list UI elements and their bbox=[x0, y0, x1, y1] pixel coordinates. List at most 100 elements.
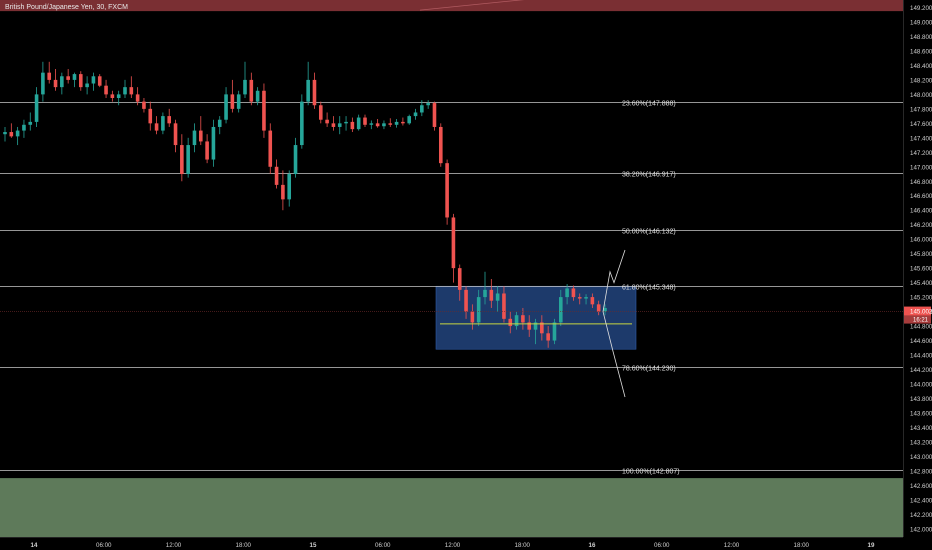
candle-body bbox=[565, 288, 569, 298]
price-tick-label: 149.000 bbox=[910, 19, 932, 26]
candle-body bbox=[72, 74, 77, 80]
price-tick-label: 146.600 bbox=[910, 193, 932, 200]
candle-body bbox=[186, 145, 190, 175]
candle-body bbox=[426, 103, 430, 106]
time-axis-background bbox=[0, 537, 932, 550]
candle-body bbox=[116, 94, 121, 98]
candle-body bbox=[129, 87, 134, 95]
candle-body bbox=[91, 76, 96, 84]
candle-body bbox=[262, 90, 266, 131]
candle-body bbox=[533, 322, 538, 330]
candle-body bbox=[508, 318, 513, 327]
trend-line bbox=[419, 0, 525, 11]
price-tick-label: 142.800 bbox=[910, 468, 932, 475]
candle-body bbox=[514, 315, 519, 327]
candle-body bbox=[363, 117, 367, 125]
candle-body bbox=[192, 130, 197, 146]
candle-body bbox=[15, 130, 20, 137]
time-tick-label: 12:00 bbox=[445, 542, 461, 549]
candle-body bbox=[110, 94, 115, 98]
price-tick-label: 149.200 bbox=[910, 5, 932, 12]
bearish-scenario-arrow bbox=[602, 311, 626, 398]
price-tick-label: 145.800 bbox=[910, 251, 932, 258]
price-tick-label: 146.800 bbox=[910, 179, 932, 186]
current-price-tag bbox=[904, 306, 931, 316]
candle-body bbox=[167, 116, 172, 124]
price-tick-label: 143.000 bbox=[910, 454, 932, 461]
price-tick-label: 148.400 bbox=[910, 63, 932, 70]
candle-body bbox=[300, 101, 304, 146]
candle-body bbox=[9, 132, 14, 137]
time-tick-label: 06:00 bbox=[96, 542, 112, 549]
time-tick-label: 16 bbox=[589, 542, 596, 549]
price-tick-label: 146.200 bbox=[910, 222, 932, 229]
candle-body bbox=[470, 311, 475, 323]
candle-body bbox=[287, 174, 292, 200]
price-tick-label: 148.000 bbox=[910, 92, 932, 99]
candle-body bbox=[407, 116, 412, 124]
candle-body bbox=[502, 293, 506, 319]
candle-body bbox=[483, 289, 487, 298]
candle-body bbox=[78, 74, 83, 88]
price-tick-label: 144.600 bbox=[910, 338, 932, 345]
fib-label: 23.60%(147.888) bbox=[622, 101, 676, 108]
candle-body bbox=[318, 105, 323, 120]
candle-body bbox=[236, 94, 241, 109]
price-tick-label: 142.000 bbox=[910, 526, 932, 533]
price-tick-label: 147.000 bbox=[910, 164, 932, 171]
price-tick-label: 148.200 bbox=[910, 77, 932, 84]
fib-label: 50.00%(146.132) bbox=[622, 229, 676, 236]
candle-body bbox=[173, 123, 178, 146]
price-tick-label: 143.600 bbox=[910, 410, 932, 417]
candle-body bbox=[148, 108, 153, 124]
candle-body bbox=[312, 79, 317, 106]
candle-body bbox=[243, 79, 247, 95]
price-tick-label: 143.200 bbox=[910, 439, 932, 446]
price-tick-label: 144.800 bbox=[910, 324, 932, 331]
time-tick-label: 18:00 bbox=[515, 542, 531, 549]
countdown-tag bbox=[904, 315, 931, 324]
candle-body bbox=[3, 132, 7, 135]
bottom-support-band bbox=[0, 478, 903, 537]
candle-body bbox=[577, 297, 582, 299]
time-tick-label: 14 bbox=[31, 542, 38, 549]
candle-body bbox=[255, 90, 260, 102]
price-tick-label: 147.800 bbox=[910, 106, 932, 113]
candle-body bbox=[546, 333, 550, 341]
price-tick-label: 143.400 bbox=[910, 425, 932, 432]
candle-body bbox=[401, 121, 405, 124]
candle-body bbox=[571, 288, 576, 298]
candle-body bbox=[451, 217, 456, 269]
candle-body bbox=[527, 322, 532, 330]
candle-body bbox=[293, 145, 298, 175]
candle-body bbox=[28, 121, 33, 125]
candle-body bbox=[22, 124, 26, 131]
candle-body bbox=[142, 101, 146, 109]
candle-body bbox=[66, 76, 70, 80]
candle-body bbox=[60, 76, 64, 88]
price-tick-label: 146.000 bbox=[910, 237, 932, 244]
time-tick-label: 18:00 bbox=[236, 542, 252, 549]
price-tick-label: 142.400 bbox=[910, 497, 932, 504]
candle-body bbox=[388, 123, 393, 125]
price-tick-label: 148.600 bbox=[910, 48, 932, 55]
candle-body bbox=[603, 307, 607, 312]
candle-body bbox=[205, 141, 209, 160]
time-tick-label: 12:00 bbox=[724, 542, 740, 549]
time-tick-label: 06:00 bbox=[654, 542, 670, 549]
candle-body bbox=[325, 119, 329, 124]
top-resistance-band bbox=[0, 0, 903, 12]
candle-body bbox=[356, 117, 361, 130]
candle-body bbox=[123, 87, 127, 95]
bar-countdown: 16:21 bbox=[913, 318, 929, 324]
price-tick-label: 148.800 bbox=[910, 34, 932, 41]
time-tick-label: 06:00 bbox=[375, 542, 391, 549]
candle-body bbox=[489, 289, 494, 301]
candle-body bbox=[281, 184, 285, 200]
candle-body bbox=[224, 94, 228, 120]
candle-body bbox=[104, 85, 108, 95]
fib-label: 100.00%(142.807) bbox=[622, 469, 680, 476]
price-tick-label: 144.000 bbox=[910, 381, 932, 388]
bullish-scenario-arrow bbox=[602, 249, 626, 312]
